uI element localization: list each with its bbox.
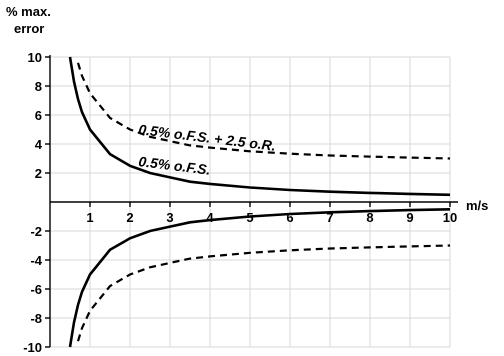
grid-layer xyxy=(50,56,451,348)
x-tick-label: 4 xyxy=(206,210,214,225)
y-axis-title-line2: error xyxy=(14,21,44,36)
y-tick-label: 10 xyxy=(28,50,42,65)
y-tick-label: 6 xyxy=(35,108,42,123)
x-tick-label: 9 xyxy=(406,210,413,225)
y-tick-label: -10 xyxy=(23,340,42,355)
series-layer xyxy=(68,56,451,348)
x-tick-label: 10 xyxy=(443,210,457,225)
y-tick-label: 8 xyxy=(35,79,42,94)
x-tick-label: 8 xyxy=(366,210,373,225)
x-axis-title: m/s xyxy=(466,198,488,213)
y-tick-label: 4 xyxy=(35,137,43,152)
x-tick-label: 6 xyxy=(286,210,293,225)
x-tick-label: 7 xyxy=(326,210,333,225)
y-tick-label: 2 xyxy=(35,166,42,181)
y-axis-title-line1: % max. xyxy=(6,4,51,19)
series-line-solid-2 xyxy=(68,208,451,348)
x-tick-label: 5 xyxy=(246,210,253,225)
label-layer: 1 2 3 4 5 6 7 8 9 10 10 8 6 4 2 -2 -4 -6 -8 -10 xyxy=(23,50,457,355)
y-tick-label: -6 xyxy=(30,282,42,297)
series-line-solid-0 xyxy=(68,56,451,197)
x-tick-label: 3 xyxy=(166,210,173,225)
x-tick-label: 1 xyxy=(86,210,93,225)
annotation-solid-curve: 0.5% o.F.S. xyxy=(138,153,212,178)
y-tick-label: -4 xyxy=(30,253,42,268)
series-line-dashed-3 xyxy=(76,244,451,342)
series-line-dashed-1 xyxy=(76,62,451,160)
y-tick-label: -2 xyxy=(30,224,42,239)
y-tick-label: -8 xyxy=(30,311,42,326)
annotation-dashed-curve: 0.5% o.F.S. + 2.5 o.R. xyxy=(138,121,277,154)
axis-layer xyxy=(45,55,458,348)
x-tick-label: 2 xyxy=(126,210,133,225)
